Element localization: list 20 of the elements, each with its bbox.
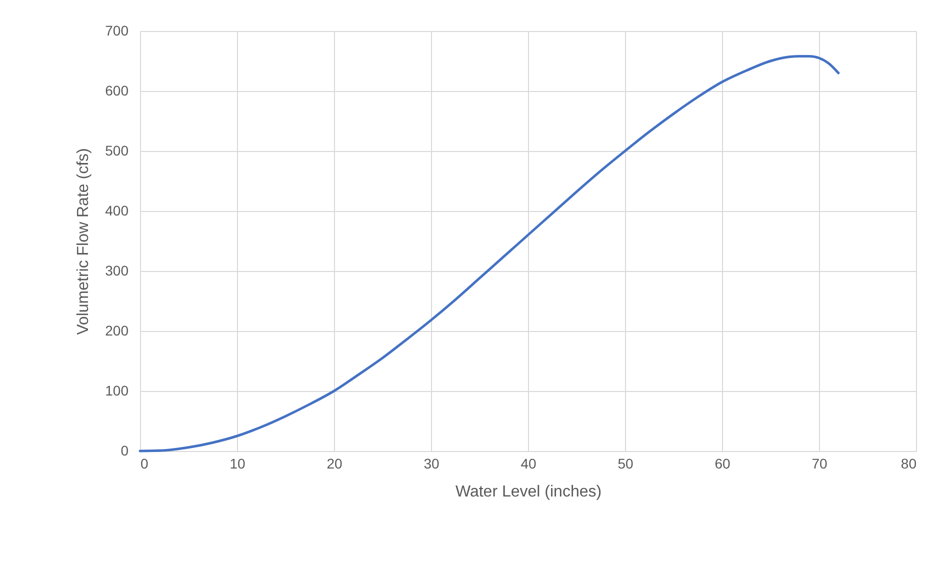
y-tick-label: 0 <box>120 442 129 458</box>
y-tick-label: 300 <box>105 262 129 278</box>
x-tick-label: 20 <box>326 456 342 472</box>
y-tick-label: 100 <box>105 382 129 398</box>
y-tick-label: 400 <box>105 202 129 218</box>
y-tick-label: 200 <box>105 322 129 338</box>
y-tick-label: 600 <box>105 82 129 98</box>
x-tick-label: 40 <box>520 456 536 472</box>
x-tick-label: 80 <box>900 456 917 472</box>
y-tick-label: 500 <box>105 142 129 158</box>
x-tick-label: 60 <box>714 456 730 472</box>
x-tick-label: 0 <box>140 456 148 472</box>
x-axis-title: Water Level (inches) <box>455 484 602 500</box>
x-tick-label: 30 <box>424 456 440 472</box>
y-tick-label: 700 <box>105 22 129 38</box>
x-tick-label: 70 <box>812 456 828 472</box>
y-axis-title: Volumetric Flow Rate (cfs) <box>75 148 92 335</box>
x-tick-label: 10 <box>230 456 246 472</box>
line-series <box>138 54 840 452</box>
x-tick-label: 50 <box>618 456 634 472</box>
